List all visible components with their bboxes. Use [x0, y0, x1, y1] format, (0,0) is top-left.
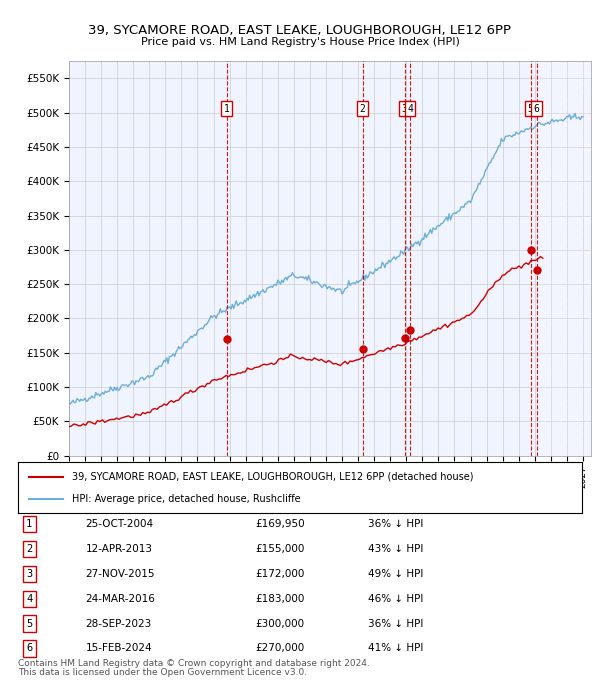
Text: 3: 3 — [402, 103, 407, 114]
Text: 15-FEB-2024: 15-FEB-2024 — [86, 643, 152, 653]
Text: 39, SYCAMORE ROAD, EAST LEAKE, LOUGHBOROUGH, LE12 6PP: 39, SYCAMORE ROAD, EAST LEAKE, LOUGHBORO… — [89, 24, 511, 37]
Bar — [537, 61, 591, 456]
Text: £183,000: £183,000 — [255, 594, 304, 604]
Text: Contains HM Land Registry data © Crown copyright and database right 2024.: Contains HM Land Registry data © Crown c… — [18, 659, 370, 668]
Text: 46% ↓ HPI: 46% ↓ HPI — [368, 594, 423, 604]
Text: 36% ↓ HPI: 36% ↓ HPI — [368, 519, 423, 529]
Text: £300,000: £300,000 — [255, 619, 304, 628]
Text: 6: 6 — [26, 643, 32, 653]
Text: 5: 5 — [26, 619, 32, 628]
Text: £155,000: £155,000 — [255, 544, 304, 554]
Text: HPI: Average price, detached house, Rushcliffe: HPI: Average price, detached house, Rush… — [71, 494, 300, 504]
Text: 4: 4 — [407, 103, 413, 114]
Text: 27-NOV-2015: 27-NOV-2015 — [86, 568, 155, 579]
Text: 4: 4 — [26, 594, 32, 604]
Text: 6: 6 — [534, 103, 539, 114]
Text: 28-SEP-2023: 28-SEP-2023 — [86, 619, 152, 628]
Text: 43% ↓ HPI: 43% ↓ HPI — [368, 544, 423, 554]
Text: £169,950: £169,950 — [255, 519, 305, 529]
Text: 36% ↓ HPI: 36% ↓ HPI — [368, 619, 423, 628]
Text: 49% ↓ HPI: 49% ↓ HPI — [368, 568, 423, 579]
Text: 12-APR-2013: 12-APR-2013 — [86, 544, 152, 554]
Text: 41% ↓ HPI: 41% ↓ HPI — [368, 643, 423, 653]
Text: This data is licensed under the Open Government Licence v3.0.: This data is licensed under the Open Gov… — [18, 668, 307, 677]
Text: £270,000: £270,000 — [255, 643, 304, 653]
Text: 24-MAR-2016: 24-MAR-2016 — [86, 594, 155, 604]
Text: 2: 2 — [26, 544, 32, 554]
Text: 1: 1 — [26, 519, 32, 529]
Text: 5: 5 — [527, 103, 533, 114]
Text: £172,000: £172,000 — [255, 568, 304, 579]
Text: 39, SYCAMORE ROAD, EAST LEAKE, LOUGHBOROUGH, LE12 6PP (detached house): 39, SYCAMORE ROAD, EAST LEAKE, LOUGHBORO… — [71, 472, 473, 481]
Text: Price paid vs. HM Land Registry's House Price Index (HPI): Price paid vs. HM Land Registry's House … — [140, 37, 460, 48]
Text: 2: 2 — [359, 103, 365, 114]
Text: 3: 3 — [26, 568, 32, 579]
Text: 25-OCT-2004: 25-OCT-2004 — [86, 519, 154, 529]
Text: 1: 1 — [224, 103, 230, 114]
